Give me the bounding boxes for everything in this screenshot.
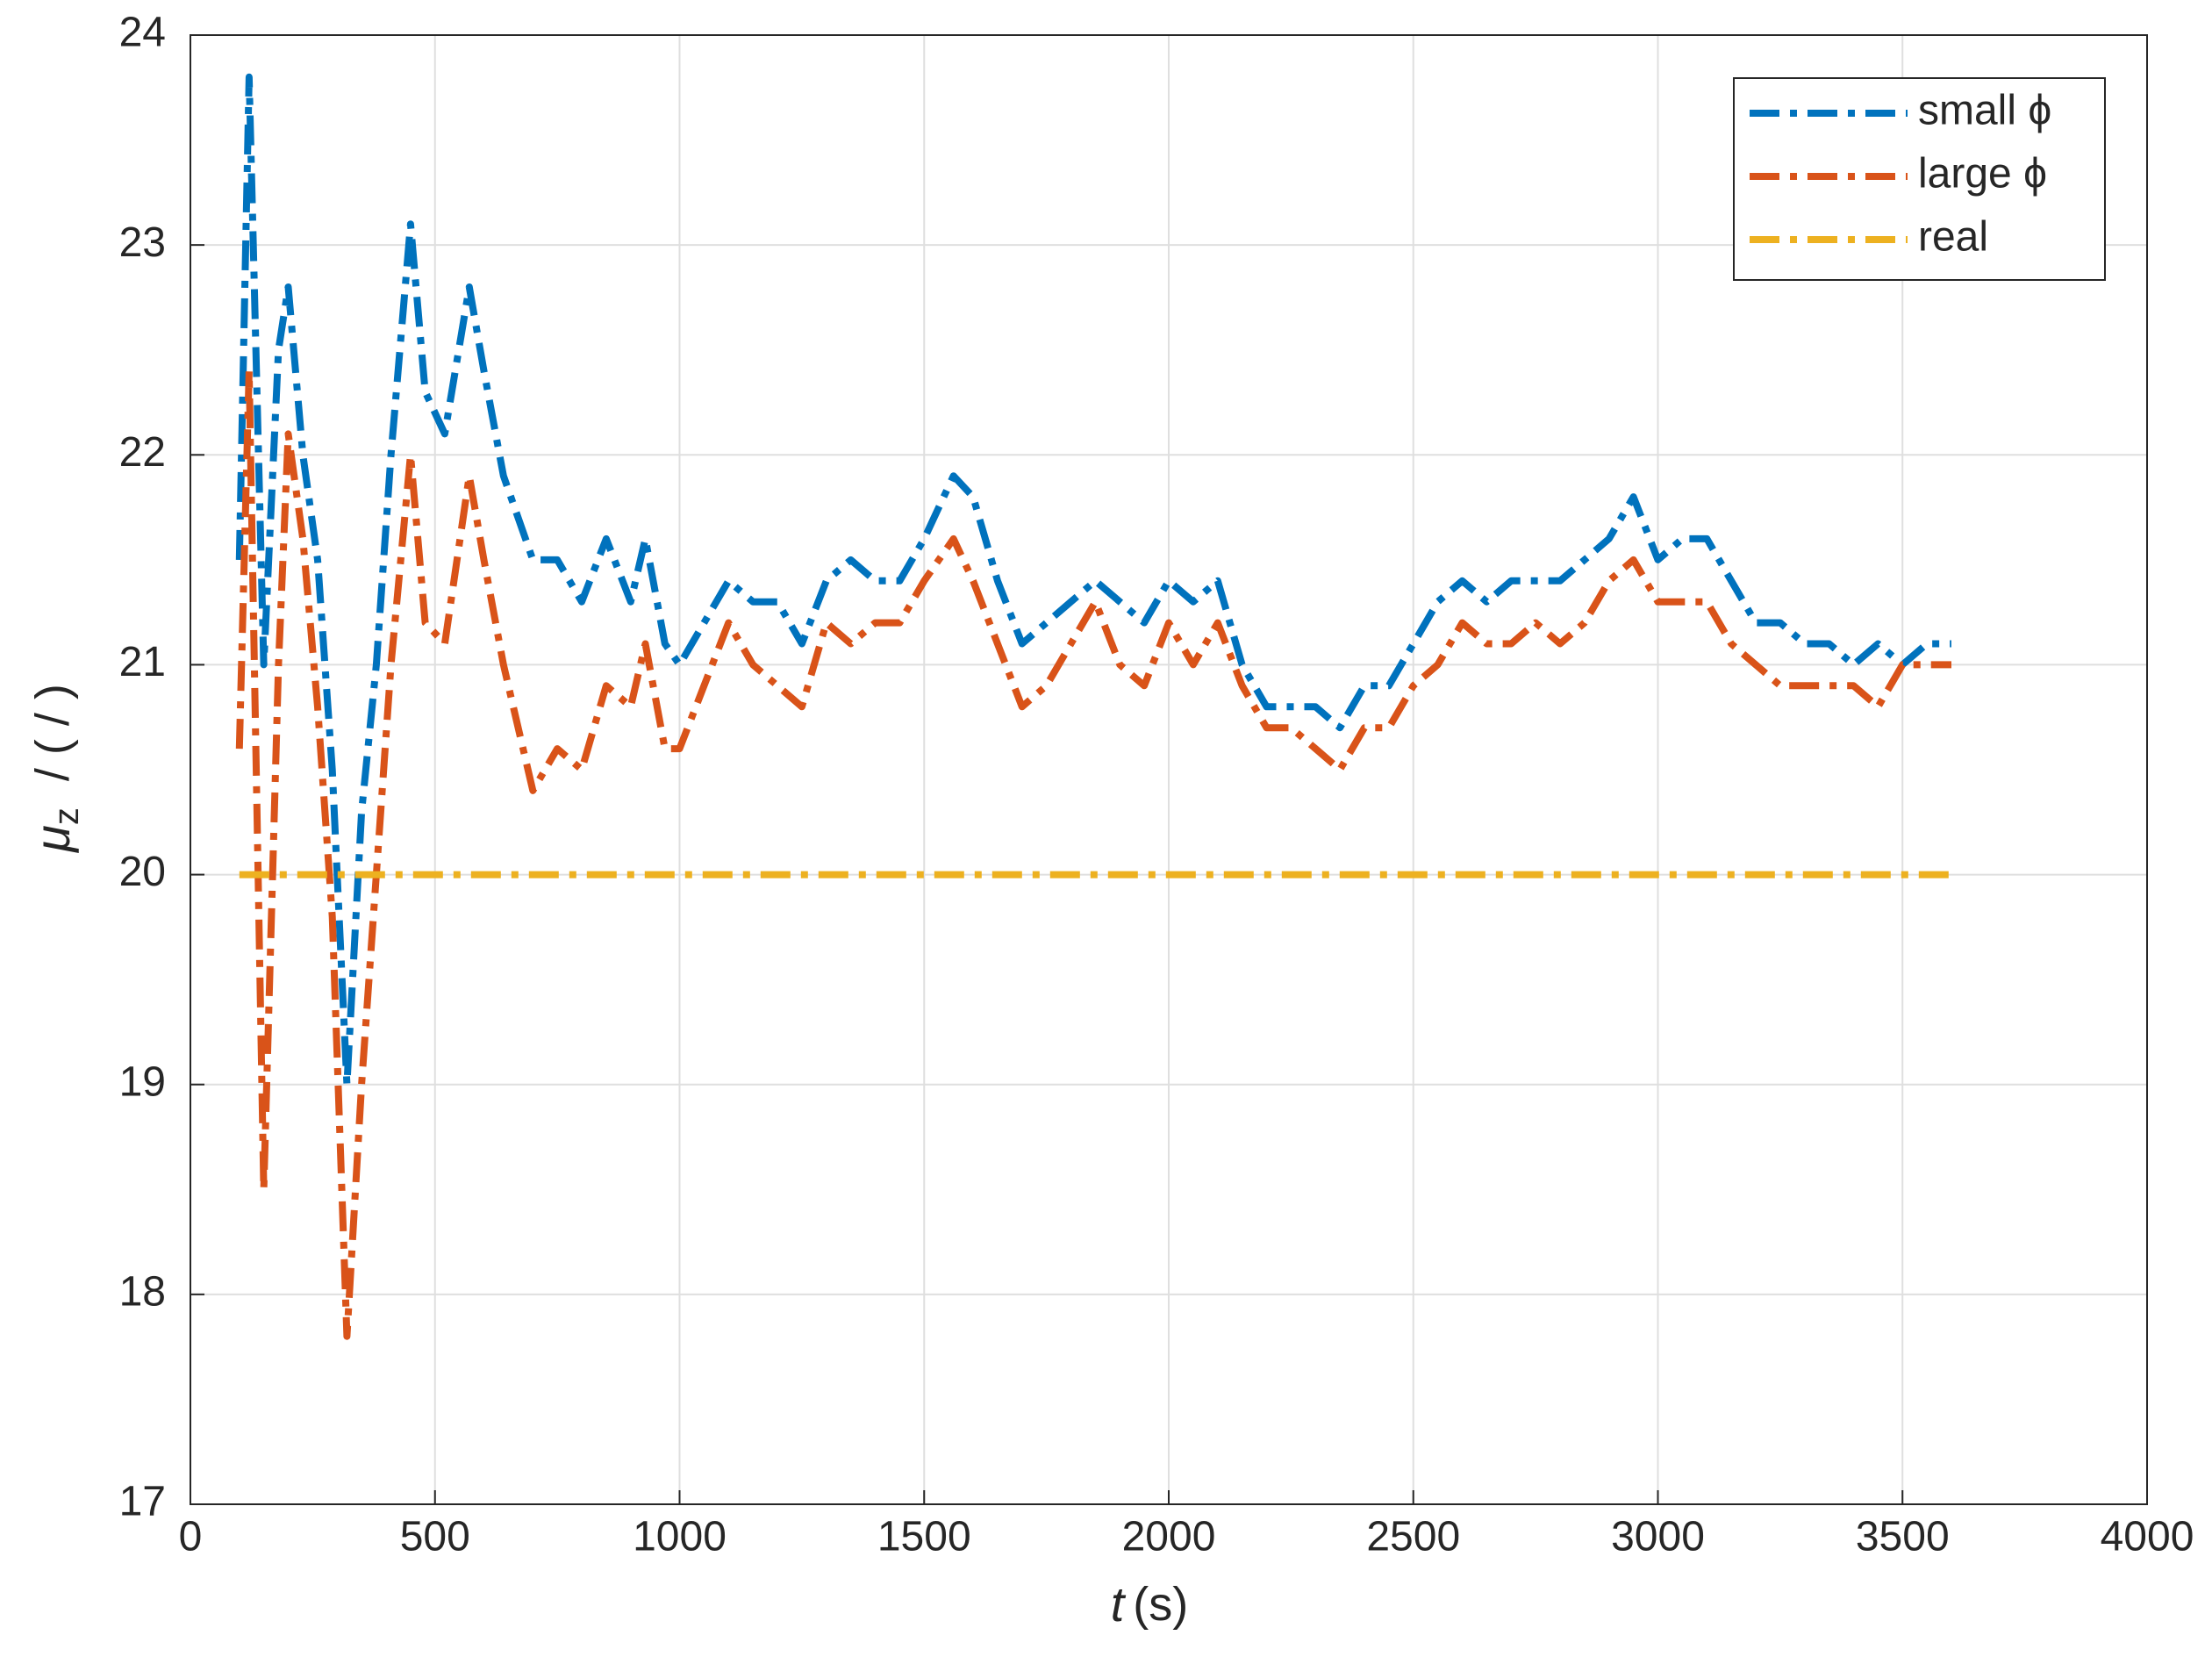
data-line: [235, 367, 1951, 1340]
x-tick-label: 2000: [1122, 1514, 1216, 1560]
x-tick-label: 3500: [1856, 1514, 1950, 1560]
x-tick-label: 0: [179, 1514, 203, 1560]
y-tick-label: 21: [119, 639, 166, 685]
x-tick-label: 2500: [1366, 1514, 1460, 1560]
y-label-rest: / ( / ): [26, 684, 79, 781]
y-axis-label: μz / ( / ): [25, 684, 86, 854]
legend: small ϕ large ϕ real: [1733, 77, 2106, 281]
x-tick-label: 1500: [877, 1514, 971, 1560]
x-label-var: t: [1111, 1576, 1127, 1632]
y-label-subscript: z: [47, 807, 86, 825]
y-tick-label: 17: [119, 1479, 166, 1525]
x-tick-label: 3000: [1611, 1514, 1705, 1560]
legend-label: real: [1918, 214, 1988, 261]
y-tick-label: 19: [119, 1058, 166, 1105]
x-axis-label: t (s): [1111, 1576, 1189, 1632]
data-line: [235, 73, 1951, 1088]
y-tick-label: 24: [119, 10, 166, 56]
y-label-symbol: μ: [25, 825, 80, 854]
legend-label: small ϕ: [1918, 88, 2051, 134]
x-tick-label: 1000: [633, 1514, 727, 1560]
plot-frame: [190, 34, 2148, 1505]
y-tick-label: 20: [119, 849, 166, 895]
y-tick-label: 18: [119, 1269, 166, 1316]
x-tick-label: 4000: [2101, 1514, 2194, 1560]
x-tick-label: 500: [400, 1514, 470, 1560]
y-tick-label: 23: [119, 219, 166, 266]
x-label-unit: (s): [1133, 1578, 1188, 1631]
y-tick-label: 22: [119, 429, 166, 476]
legend-label: large ϕ: [1918, 151, 2047, 197]
